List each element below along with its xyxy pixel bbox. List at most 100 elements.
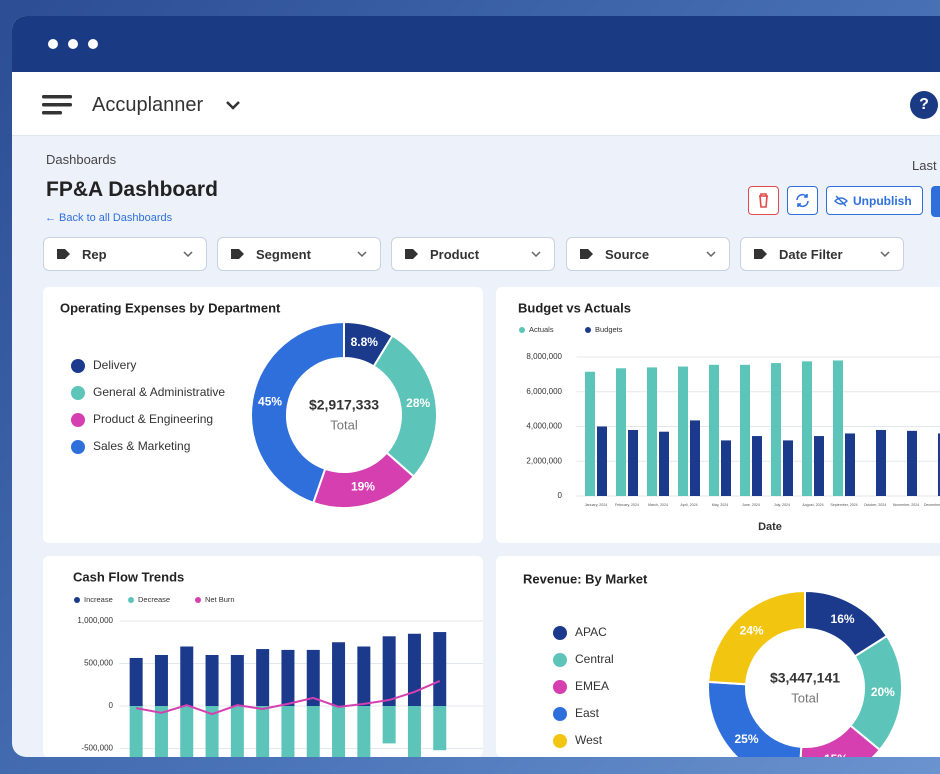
bar [876, 430, 886, 496]
bar [180, 647, 193, 707]
bar [678, 367, 688, 496]
y-tick-label: 4,000,000 [526, 422, 562, 431]
menu-icon[interactable] [40, 93, 74, 117]
bar [357, 647, 370, 707]
help-button[interactable]: ? [910, 91, 938, 119]
filter-label: Product [430, 247, 479, 262]
filter-dropdown[interactable]: Segment [217, 237, 381, 271]
window-dot [88, 39, 98, 49]
bar [740, 365, 750, 496]
chart: Operating Expenses by Department8.8%Deli… [43, 287, 483, 543]
breadcrumb[interactable]: Dashboards [46, 152, 116, 167]
filter-label: Date Filter [779, 247, 843, 262]
bar [814, 436, 824, 496]
bar [383, 636, 396, 706]
bar [690, 420, 700, 496]
chart-card: Budget vs Actuals 0 2,000,000 4,000,000 6,00… [496, 287, 940, 543]
status-text: Last [912, 158, 937, 173]
bar [231, 655, 244, 706]
x-axis-label: Date [758, 521, 782, 533]
bar [281, 650, 294, 706]
legend-marker [128, 597, 134, 603]
bar [585, 372, 595, 496]
x-tick-label: August, 2024 [802, 503, 823, 507]
chart-title: Budget vs Actuals [518, 300, 631, 315]
chart-card: Cash Flow Trends-500,0000500,0001,000,00… [43, 556, 483, 757]
window-dot [48, 39, 58, 49]
x-tick-label: January, 2024 [585, 503, 608, 507]
x-tick-label: July, 2024 [774, 503, 790, 507]
bar [433, 706, 446, 750]
bar [231, 706, 244, 757]
bar [408, 706, 421, 757]
unpublish-button[interactable]: Unpublish [826, 186, 923, 215]
bar [332, 706, 345, 757]
chevron [879, 249, 891, 259]
legend-marker [74, 597, 80, 603]
legend-marker [71, 359, 85, 373]
y-tick-label: 0 [558, 491, 563, 500]
unpublish-label: Unpublish [853, 194, 912, 208]
bar [206, 655, 219, 706]
bar [180, 706, 193, 757]
chart-card: Revenue: By Market16%APAC20%Central15%EM… [496, 556, 940, 757]
x-tick-label: October, 2024 [864, 503, 887, 507]
legend-label: Actuals [529, 325, 554, 334]
bar [783, 440, 793, 496]
y-tick-label: -500,000 [81, 744, 113, 753]
bar [752, 436, 762, 496]
y-tick-label: 2,000,000 [526, 456, 562, 465]
chart: Budget vs Actuals 0 2,000,000 4,000,000 6,00… [496, 287, 940, 543]
legend-label: Central [575, 652, 614, 666]
chevron [530, 249, 542, 259]
primary-button[interactable] [931, 186, 940, 217]
bar [721, 440, 731, 496]
center-subtext: Total [330, 417, 358, 432]
filter-dropdown[interactable]: Rep [43, 237, 207, 271]
chart-title: Operating Expenses by Department [60, 300, 281, 315]
legend-label: General & Administrative [93, 385, 225, 399]
x-tick-label: September, 2024 [830, 503, 857, 507]
legend-marker [71, 413, 85, 427]
legend-label: EMEA [575, 679, 609, 693]
slice-label: 45% [258, 395, 282, 409]
chart: Cash Flow Trends-500,0000500,0001,000,00… [43, 556, 483, 757]
filter-label: Segment [256, 247, 311, 262]
tag-icon [579, 248, 595, 260]
delete-button[interactable] [748, 186, 779, 215]
app-chevron[interactable] [224, 97, 242, 113]
slice-label: 25% [734, 732, 758, 746]
legend-label: Decrease [138, 595, 170, 604]
slice-label: 19% [351, 480, 375, 494]
legend-marker [71, 386, 85, 400]
back-link[interactable]: ← Back to all Dashboards [45, 212, 172, 224]
tag-icon [753, 248, 769, 260]
legend-label: Sales & Marketing [93, 439, 190, 453]
filter-dropdown[interactable]: Product [391, 237, 555, 271]
bar [408, 634, 421, 706]
app-name[interactable]: Accuplanner [92, 94, 203, 117]
filter-dropdown[interactable]: Source [566, 237, 730, 271]
y-tick-label: 6,000,000 [526, 387, 562, 396]
bar [597, 426, 607, 496]
tag-icon [404, 248, 420, 260]
legend-label: Budgets [595, 325, 623, 334]
x-tick-label: March, 2024 [648, 503, 668, 507]
bar [833, 360, 843, 496]
x-tick-label: November, 2024 [893, 503, 919, 507]
x-tick-label: February, 2024 [615, 503, 639, 507]
filter-label: Source [605, 247, 649, 262]
chevron [356, 249, 368, 259]
trash-icon [749, 187, 778, 214]
chevron [182, 249, 194, 259]
bar [256, 706, 269, 757]
refresh-button[interactable] [787, 186, 818, 215]
legend-label: West [575, 733, 603, 747]
bar [907, 431, 917, 496]
tag-icon [230, 248, 246, 260]
filter-dropdown[interactable]: Date Filter [740, 237, 904, 271]
refresh-icon [788, 187, 817, 214]
center-subtext: Total [791, 690, 819, 705]
y-tick-label: 8,000,000 [526, 352, 562, 361]
